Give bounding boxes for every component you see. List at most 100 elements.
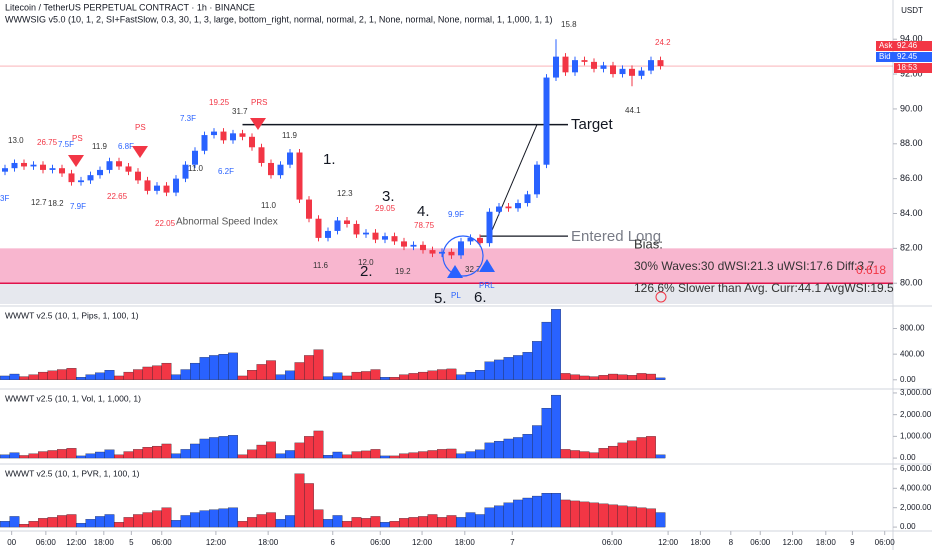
volume-bar [380, 522, 390, 528]
volume-bar [408, 517, 419, 528]
annotation: 31.7 [232, 107, 248, 116]
candle-body [306, 199, 312, 219]
annotation: 24.2 [655, 38, 671, 47]
x-tick-label: 06:00 [602, 538, 623, 547]
volume-bar [76, 377, 86, 380]
volume-bar [313, 430, 324, 459]
volume-bar [541, 493, 552, 528]
volume-bar [484, 507, 495, 528]
annotation: Bias: [634, 236, 663, 251]
volume-bar [209, 509, 219, 528]
annotation: 3F [0, 194, 9, 203]
volume-bar [332, 515, 343, 528]
volume-bar [513, 355, 523, 380]
volume-bar [76, 455, 86, 459]
annotation: 26.75 [37, 138, 58, 147]
volume-bar [408, 373, 419, 380]
volume-bar [28, 521, 39, 528]
volume-bar [532, 425, 542, 459]
volume-bar [408, 452, 419, 459]
volume-bar [199, 510, 210, 528]
annotation: 11.9 [282, 131, 298, 140]
x-tick-label: 18:00 [690, 538, 711, 547]
volume-bar [180, 515, 191, 528]
volume-bar [152, 445, 162, 459]
volume-bar [9, 373, 20, 380]
annotation: 22.65 [107, 192, 128, 201]
candle-body [382, 236, 388, 240]
volume-bar [266, 512, 276, 528]
volume-bar [85, 519, 96, 528]
annotation: 30% Waves:30 dWSI:21.3 uWSI:17.6 Diff:3.… [634, 259, 874, 273]
volume-bar [361, 518, 371, 528]
volume-bar [646, 373, 656, 380]
volume-bar [294, 473, 305, 528]
y-tick-label: 6,000.00 [900, 464, 932, 473]
annotation: 32.7 [465, 265, 481, 274]
volume-bar [275, 374, 286, 380]
volume-bar [28, 453, 39, 459]
volume-bar [560, 499, 571, 528]
buy-triangle [447, 265, 463, 278]
alert-icon [655, 291, 667, 303]
candle-body [410, 244, 417, 247]
volume-bar [427, 370, 438, 380]
volume-bar [19, 455, 29, 459]
x-tick-label: 00 [7, 538, 16, 547]
candle-body [448, 251, 455, 256]
x-tick-label: 18:00 [816, 538, 837, 547]
volume-bar [304, 355, 314, 380]
volume-bar [636, 373, 647, 380]
annotation: 11.9 [92, 142, 108, 151]
volume-bar [19, 376, 29, 380]
volume-bar [218, 354, 229, 380]
annotation: 11.0 [261, 201, 277, 210]
y-tick-label: 86.00 [900, 173, 923, 183]
volume-bar [446, 368, 457, 380]
volume-bar [627, 506, 637, 528]
volume-bar [19, 524, 29, 528]
y-tick-label: 0.00 [900, 375, 916, 384]
volume-bar [598, 448, 609, 459]
volume-bar [351, 517, 362, 528]
volume-bar [551, 493, 561, 528]
volume-bar [418, 516, 428, 528]
volume-bar [370, 516, 381, 528]
volume-bar [123, 517, 134, 528]
volume-bar [503, 357, 514, 380]
annotation: 12.3 [337, 189, 353, 198]
candle-body [11, 162, 18, 169]
volume-bar [399, 453, 409, 459]
annotation: 1. [323, 151, 336, 168]
volume-bar [171, 520, 181, 528]
volume-bar [494, 359, 504, 380]
volume-bar [57, 449, 67, 459]
candle-body [2, 168, 8, 172]
annotation: 13.0 [8, 136, 24, 145]
volume-bar [38, 518, 48, 528]
annotation: 11.0 [188, 164, 204, 173]
volume-bar [522, 497, 533, 528]
volume-bar [0, 375, 10, 380]
volume-bar [399, 374, 409, 380]
volume-bar [399, 518, 409, 528]
candle-body [619, 68, 626, 75]
volume-bar [456, 517, 466, 528]
volume-bar [551, 309, 561, 380]
volume-bar [285, 515, 295, 528]
volume-bar [608, 504, 618, 528]
volume-bar [494, 440, 504, 459]
annotation: 7.9F [70, 202, 86, 211]
volume-bar [608, 373, 618, 380]
quote-value: 92.45 [897, 52, 918, 61]
candle-body [258, 147, 265, 163]
volume-bar [456, 453, 466, 459]
x-tick-label: 9 [850, 538, 855, 547]
volume-bar [209, 437, 219, 459]
volume-bar [142, 447, 153, 459]
y-tick-label: 92.00 [900, 68, 923, 78]
x-tick-label: 06:00 [36, 538, 57, 547]
volume-bar [95, 451, 105, 459]
volume-bar [342, 521, 352, 528]
